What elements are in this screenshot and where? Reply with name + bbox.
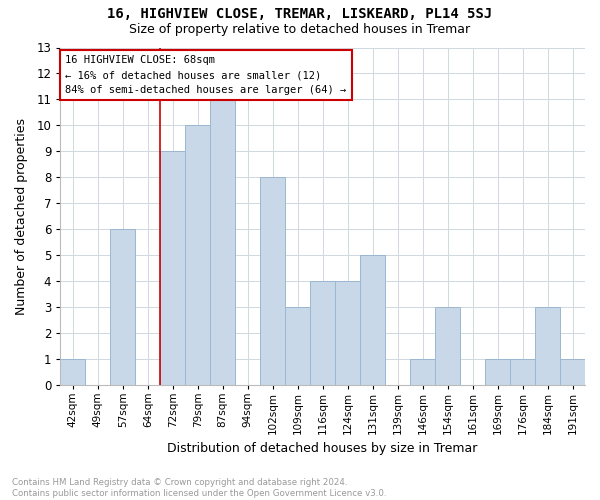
Text: 16 HIGHVIEW CLOSE: 68sqm
← 16% of detached houses are smaller (12)
84% of semi-d: 16 HIGHVIEW CLOSE: 68sqm ← 16% of detach… [65,56,347,95]
Bar [510,358,535,384]
Bar [160,151,185,384]
Bar [410,358,435,384]
Bar [61,358,85,384]
Y-axis label: Number of detached properties: Number of detached properties [15,118,28,314]
Bar [535,307,560,384]
Text: Contains HM Land Registry data © Crown copyright and database right 2024.
Contai: Contains HM Land Registry data © Crown c… [12,478,386,498]
Text: Size of property relative to detached houses in Tremar: Size of property relative to detached ho… [130,22,470,36]
Bar [360,255,385,384]
Text: 16, HIGHVIEW CLOSE, TREMAR, LISKEARD, PL14 5SJ: 16, HIGHVIEW CLOSE, TREMAR, LISKEARD, PL… [107,8,493,22]
X-axis label: Distribution of detached houses by size in Tremar: Distribution of detached houses by size … [167,442,478,455]
Bar [435,307,460,384]
Bar [335,281,360,384]
Bar [285,307,310,384]
Bar [485,358,510,384]
Bar [560,358,585,384]
Bar [185,126,210,384]
Bar [210,100,235,385]
Bar [310,281,335,384]
Bar [110,229,136,384]
Bar [260,177,285,384]
